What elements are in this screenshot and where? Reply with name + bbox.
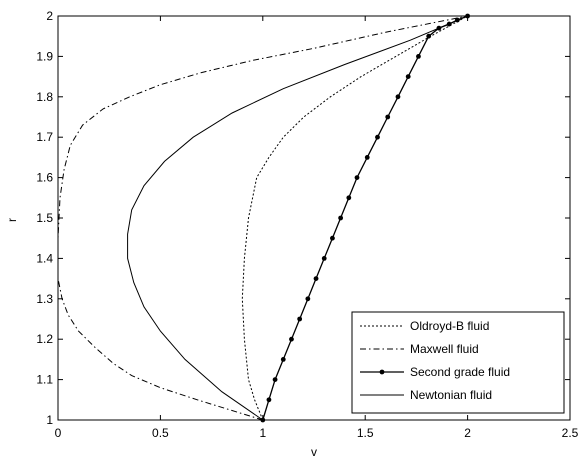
- data-point-second-grade-fluid: [346, 195, 352, 201]
- y-tick-label: 1.8: [36, 90, 53, 104]
- legend-label-second-grade: Second grade fluid: [410, 365, 510, 379]
- y-tick-labels: 1 1.1 1.2 1.3 1.4 1.5 1.6 1.7 1.8 1.9 2: [36, 9, 53, 427]
- data-point-second-grade-fluid: [297, 316, 303, 322]
- data-point-second-grade-fluid: [405, 74, 411, 79]
- data-point-second-grade-fluid: [354, 175, 360, 181]
- y-tick-label: 1.7: [36, 130, 53, 144]
- data-point-second-grade-fluid: [426, 33, 432, 39]
- y-tick-label: 2: [46, 9, 53, 23]
- y-tick-label: 1.1: [36, 373, 53, 387]
- data-point-second-grade-fluid: [395, 94, 401, 100]
- legend-label-maxwell: Maxwell fluid: [410, 342, 479, 356]
- data-point-second-grade-fluid: [289, 336, 294, 342]
- data-point-second-grade-fluid: [280, 357, 286, 362]
- series-line-oldroyd-b-fluid: [241, 15, 468, 421]
- series-line-maxwell-fluid: [57, 15, 468, 421]
- y-tick-label: 1.2: [36, 332, 53, 346]
- data-point-second-grade-fluid: [305, 296, 311, 302]
- legend: Oldroyd-B fluid Maxwell fluid Second gra…: [351, 311, 565, 414]
- legend-marker-second-grade: [379, 369, 385, 375]
- data-point-second-grade-fluid: [313, 276, 319, 281]
- y-tick-label: 1.9: [36, 49, 53, 63]
- data-point-second-grade-fluid: [416, 54, 421, 59]
- data-point-second-grade-fluid: [375, 134, 380, 140]
- y-tick-label: 1.6: [36, 171, 53, 185]
- legend-label-oldroyd: Oldroyd-B fluid: [410, 319, 489, 333]
- x-tick-label: 2.5: [562, 426, 579, 440]
- y-tick-label: 1: [46, 413, 53, 427]
- x-tick-labels: 0 0.5 1 1.5 2 2.5: [55, 426, 579, 440]
- y-axis-label: r: [5, 218, 19, 222]
- data-point-second-grade-fluid: [330, 235, 335, 241]
- x-tick-label: 0.5: [152, 426, 169, 440]
- data-point-second-grade-fluid: [338, 215, 344, 221]
- legend-label-newtonian: Newtonian fluid: [410, 388, 492, 402]
- y-tick-label: 1.3: [36, 292, 53, 306]
- x-axis-label: v: [311, 445, 317, 459]
- data-point-second-grade-fluid: [272, 377, 278, 382]
- data-point-second-grade-fluid: [385, 114, 391, 120]
- data-point-second-grade-fluid: [266, 397, 272, 403]
- x-tick-label: 1: [259, 426, 266, 440]
- data-point-second-grade-fluid: [364, 155, 370, 160]
- series-layer: [57, 13, 470, 423]
- legend-box: [351, 311, 565, 414]
- x-tick-label: 2: [464, 426, 471, 440]
- data-point-second-grade-fluid: [321, 256, 327, 261]
- series-line-newtonian-fluid: [127, 15, 468, 421]
- x-tick-label: 1.5: [357, 426, 374, 440]
- x-tick-label: 0: [55, 426, 62, 440]
- y-tick-label: 1.5: [36, 211, 53, 225]
- y-tick-label: 1.4: [36, 251, 53, 265]
